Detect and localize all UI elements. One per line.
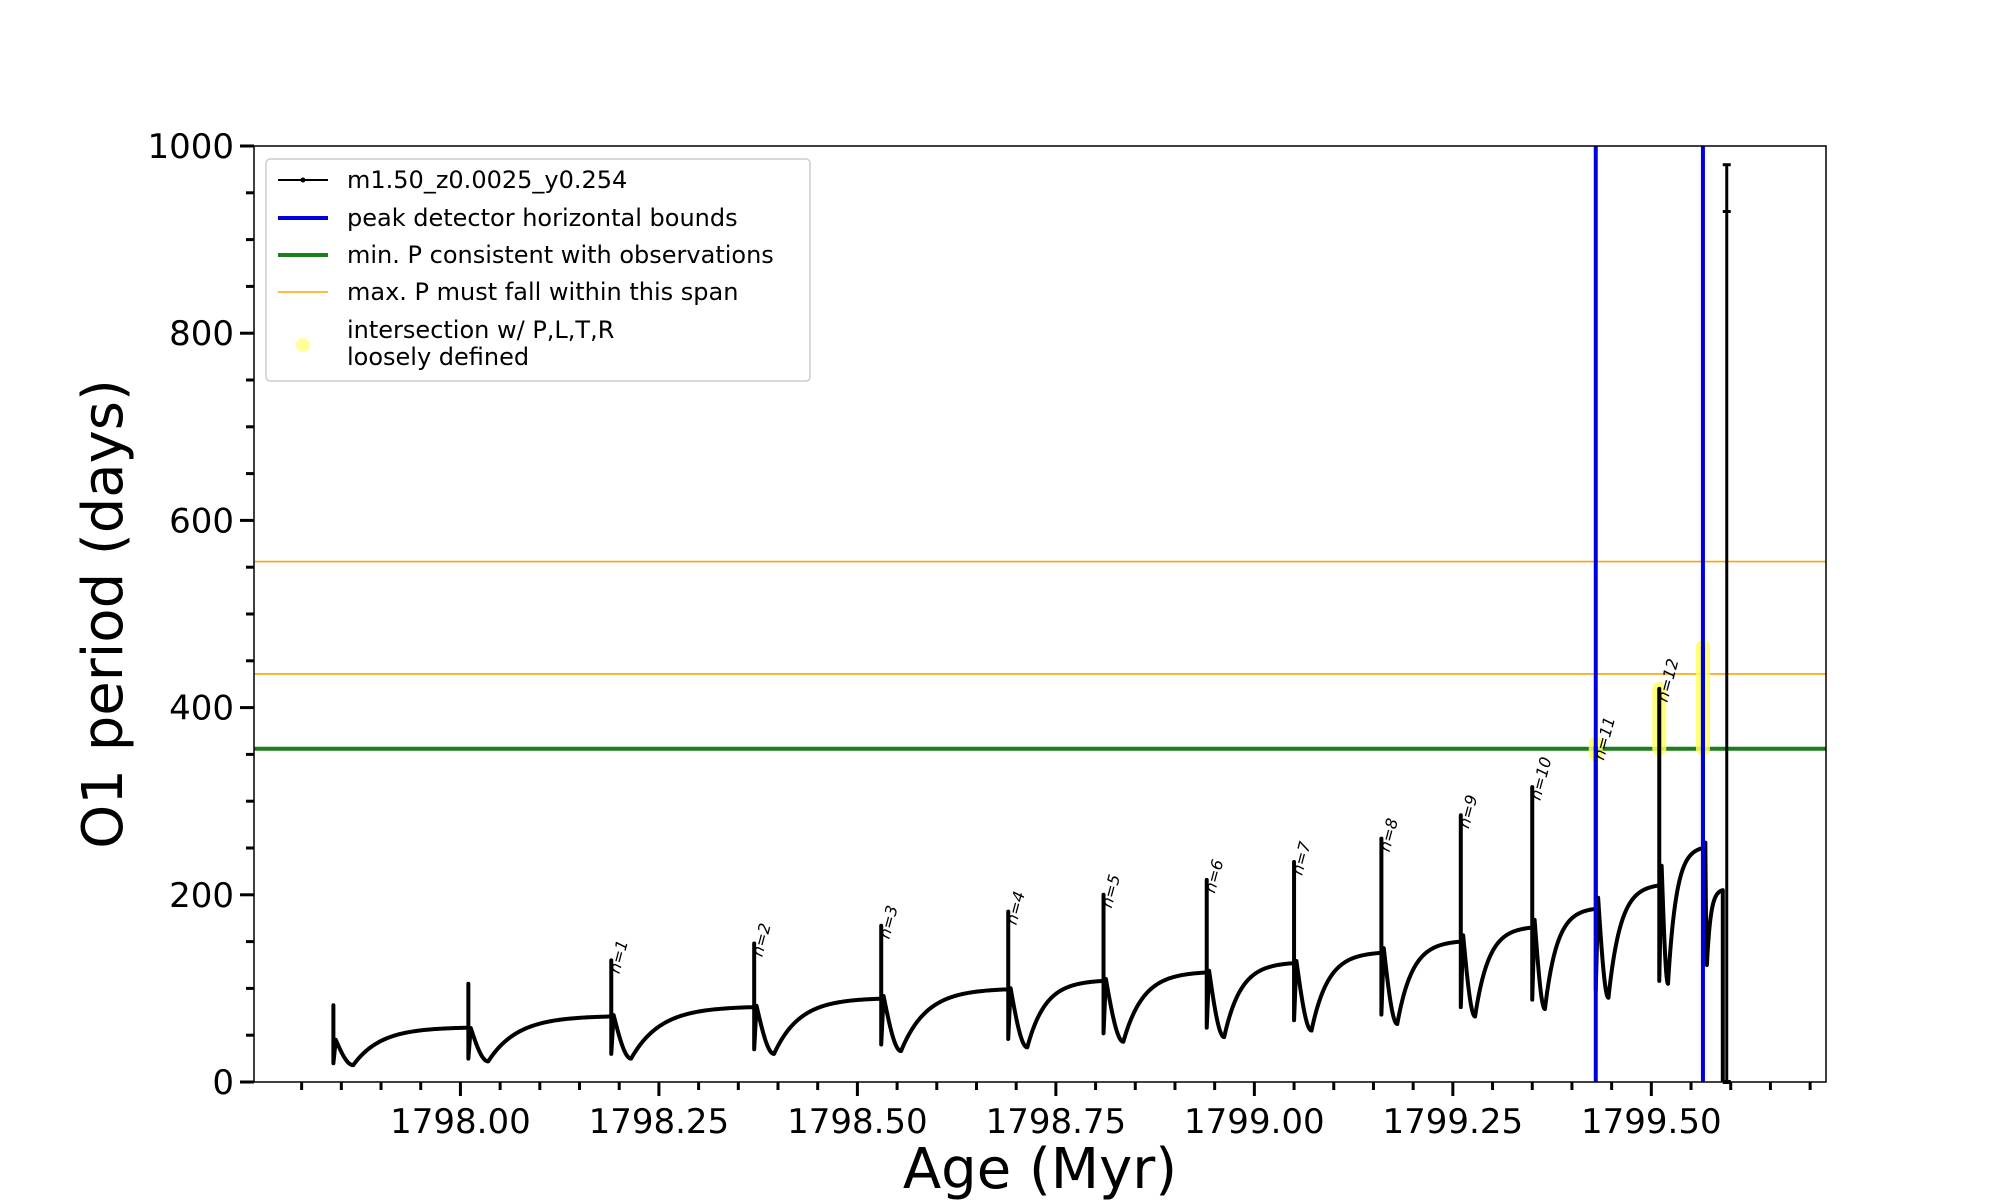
legend-label-3: max. P must fall within this span xyxy=(347,278,738,306)
y-tick-label: 800 xyxy=(169,314,234,354)
y-tick-label: 400 xyxy=(169,689,234,729)
legend-marker-0 xyxy=(300,177,306,183)
x-tick-label: 1798.25 xyxy=(589,1102,730,1142)
x-tick-label: 1799.25 xyxy=(1383,1102,1524,1142)
y-tick-label: 0 xyxy=(212,1063,234,1103)
legend-label-2: min. P consistent with observations xyxy=(347,241,774,269)
peak-labels: n=1 n=2 n=3 n=4 n=5 n=6 n=7n=8n=9n=10n=11n=12 xyxy=(605,657,1683,976)
legend-swatch-4 xyxy=(296,338,310,352)
x-tick-label: 1798.00 xyxy=(390,1102,531,1142)
x-tick-label: 1798.50 xyxy=(787,1102,928,1142)
x-axis-title: Age (Myr) xyxy=(903,1137,1177,1200)
vertical-lines xyxy=(1593,146,1705,1082)
legend-label-4-line-1: loosely defined xyxy=(347,343,529,371)
x-tick-label: 1798.75 xyxy=(986,1102,1127,1142)
legend-box xyxy=(265,158,811,382)
y-tick-label: 600 xyxy=(169,501,234,541)
x-tick-label: 1799.50 xyxy=(1581,1102,1722,1142)
axes: 0 200 400 600 800 1000 1798.00 1798.25 1798.50 17… xyxy=(147,127,1812,1142)
x-tick-label: 1799.00 xyxy=(1184,1102,1325,1142)
series-line xyxy=(331,644,1725,1082)
y-tick-label: 200 xyxy=(169,876,234,916)
legend-label-1: peak detector horizontal bounds xyxy=(347,204,738,232)
legend-label-4-line-0: intersection w/ P,L,T,R xyxy=(347,316,614,344)
legend-label-0: m1.50_z0.0025_y0.254 xyxy=(347,166,627,194)
horizontal-lines xyxy=(254,560,1826,751)
y-axis-title: O1 period (days) xyxy=(71,379,136,849)
y-tick-label: 1000 xyxy=(147,127,234,167)
